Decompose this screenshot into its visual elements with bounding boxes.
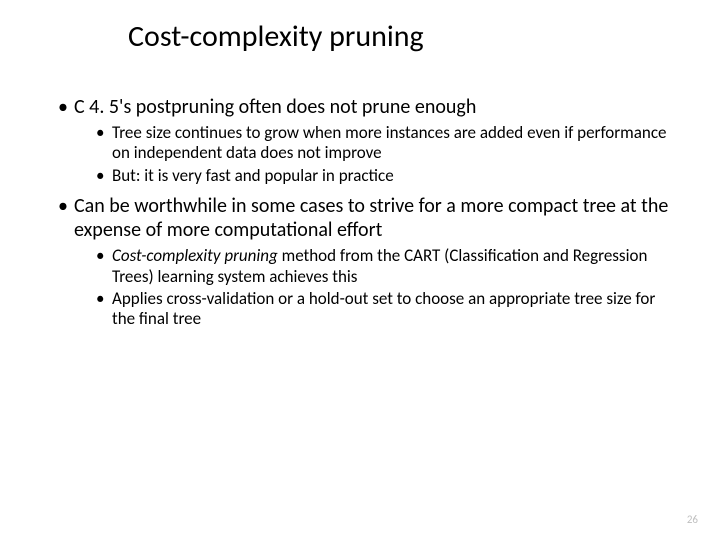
bullet-list-lvl2: Cost-complexity pruning method from the … xyxy=(74,246,680,330)
bullet-list-lvl1: C 4. 5's postpruning often does not prun… xyxy=(58,95,680,330)
bullet-text-italic: Cost-complexity pruning xyxy=(112,245,278,266)
bullet-lvl2: Applies cross-validation or a hold-out s… xyxy=(96,289,680,330)
slide-title: Cost-complexity pruning xyxy=(128,18,680,55)
bullet-list-lvl2: Tree size continues to grow when more in… xyxy=(74,123,680,186)
bullet-text: Can be worthwhile in some cases to striv… xyxy=(74,194,668,242)
bullet-text: Applies cross-validation or a hold-out s… xyxy=(112,288,655,329)
page-number: 26 xyxy=(687,513,698,526)
bullet-text: C 4. 5's postpruning often does not prun… xyxy=(74,95,476,119)
slide-body: C 4. 5's postpruning often does not prun… xyxy=(58,95,680,330)
bullet-lvl2: Tree size continues to grow when more in… xyxy=(96,123,680,164)
bullet-lvl1: Can be worthwhile in some cases to striv… xyxy=(58,194,680,330)
bullet-lvl2: But: it is very fast and popular in prac… xyxy=(96,166,680,186)
bullet-lvl2: Cost-complexity pruning method from the … xyxy=(96,246,680,287)
bullet-text: But: it is very fast and popular in prac… xyxy=(112,165,394,186)
bullet-text: Tree size continues to grow when more in… xyxy=(112,122,666,163)
bullet-lvl1: C 4. 5's postpruning often does not prun… xyxy=(58,95,680,186)
slide: Cost-complexity pruning C 4. 5's postpru… xyxy=(0,0,720,540)
